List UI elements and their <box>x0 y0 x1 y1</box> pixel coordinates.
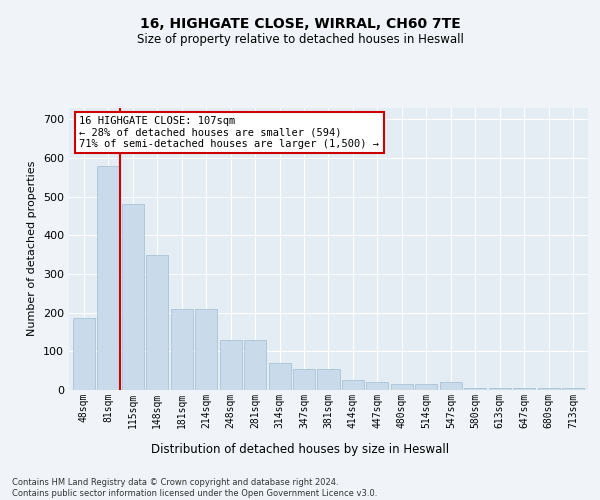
Text: Contains HM Land Registry data © Crown copyright and database right 2024.
Contai: Contains HM Land Registry data © Crown c… <box>12 478 377 498</box>
Bar <box>464 388 487 390</box>
Bar <box>122 204 143 390</box>
Bar <box>73 318 95 390</box>
Bar <box>440 382 462 390</box>
Bar <box>367 382 388 390</box>
Bar <box>220 340 242 390</box>
Bar <box>489 388 511 390</box>
Bar <box>170 308 193 390</box>
Bar <box>146 254 168 390</box>
Text: 16, HIGHGATE CLOSE, WIRRAL, CH60 7TE: 16, HIGHGATE CLOSE, WIRRAL, CH60 7TE <box>140 18 460 32</box>
Bar <box>269 363 290 390</box>
Bar <box>342 380 364 390</box>
Bar <box>514 388 535 390</box>
Text: Size of property relative to detached houses in Heswall: Size of property relative to detached ho… <box>137 32 463 46</box>
Text: 16 HIGHGATE CLOSE: 107sqm
← 28% of detached houses are smaller (594)
71% of semi: 16 HIGHGATE CLOSE: 107sqm ← 28% of detac… <box>79 116 379 149</box>
Bar <box>538 388 560 390</box>
Bar <box>391 384 413 390</box>
Bar <box>415 384 437 390</box>
Bar <box>195 308 217 390</box>
Bar <box>317 368 340 390</box>
Text: Distribution of detached houses by size in Heswall: Distribution of detached houses by size … <box>151 442 449 456</box>
Bar <box>244 340 266 390</box>
Bar <box>293 368 315 390</box>
Y-axis label: Number of detached properties: Number of detached properties <box>28 161 37 336</box>
Bar <box>97 166 119 390</box>
Bar <box>562 388 584 390</box>
